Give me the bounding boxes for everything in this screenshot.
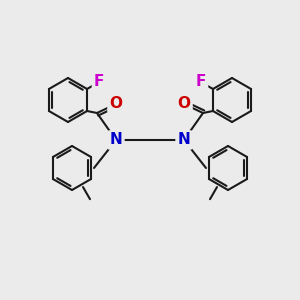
Text: O: O bbox=[110, 97, 122, 112]
Text: N: N bbox=[178, 133, 190, 148]
Text: F: F bbox=[94, 74, 104, 89]
Text: O: O bbox=[178, 97, 190, 112]
Text: F: F bbox=[196, 74, 206, 89]
Text: N: N bbox=[110, 133, 122, 148]
